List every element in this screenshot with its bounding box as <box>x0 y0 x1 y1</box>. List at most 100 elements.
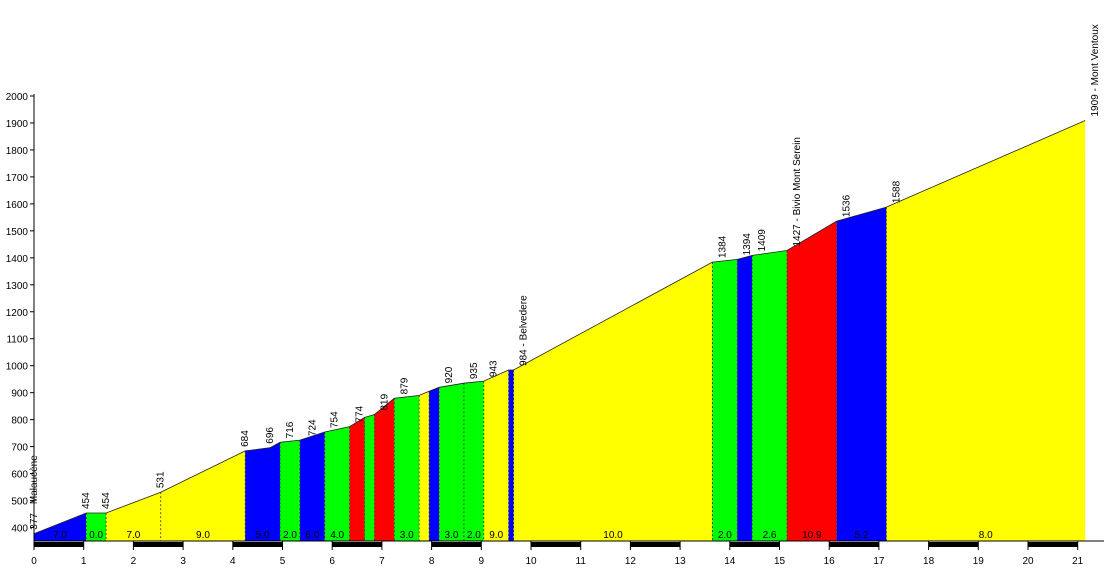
segment-green <box>439 383 464 541</box>
elevation-label: 879 <box>399 377 410 394</box>
y-tick-label: 500 <box>11 497 28 508</box>
segment-red <box>349 417 365 541</box>
segment-dividers <box>33 120 1086 541</box>
profile-line <box>33 120 1086 535</box>
gradient-label: 10.9 <box>802 530 822 541</box>
segment-yellow <box>886 120 1086 541</box>
y-tick-label: 700 <box>11 443 28 454</box>
y-tick-label: 1200 <box>6 308 29 319</box>
segment-green <box>364 414 375 541</box>
elevation-label: 935 <box>469 362 480 379</box>
x-tick-label: 1 <box>81 556 87 567</box>
x-tick-label: 13 <box>675 556 687 567</box>
segment-blue <box>429 387 440 541</box>
elevation-label: 984 - Belvedere <box>519 295 530 366</box>
segment-yellow <box>106 492 161 541</box>
elevation-label: 1427 - Bivio Mont Serein <box>792 137 803 247</box>
x-tick-label: 5 <box>280 556 286 567</box>
gradient-label: 2.0 <box>283 530 297 541</box>
elevation-label: 454 <box>81 492 92 509</box>
elevation-label: 943 <box>489 360 500 377</box>
elevation-label: 1909 - Mont Ventoux <box>1090 24 1101 116</box>
y-tick-label: 900 <box>11 389 28 400</box>
x-tick-label: 4 <box>230 556 236 567</box>
gradient-label: 7.0 <box>126 530 140 541</box>
elevation-label: 819 <box>379 393 390 410</box>
x-tick-label: 12 <box>625 556 637 567</box>
x-tick-label: 3 <box>180 556 186 567</box>
km-strip-block <box>1028 542 1078 547</box>
segment-blue <box>299 432 325 541</box>
gradient-label: 8.0 <box>979 530 993 541</box>
x-tick-label: 6 <box>329 556 335 567</box>
gradient-label: 0.0 <box>89 530 103 541</box>
x-tick-label: 15 <box>774 556 786 567</box>
gradient-segments <box>34 120 1086 541</box>
segment-yellow <box>513 262 713 541</box>
elevation-label: 1394 <box>742 233 753 256</box>
segment-blue <box>508 370 514 541</box>
elevation-label: 774 <box>355 405 366 422</box>
km-strip-block <box>829 542 879 547</box>
y-tick-label: 1800 <box>6 146 29 157</box>
gradient-label: 7.0 <box>53 530 67 541</box>
segment-green <box>712 259 738 541</box>
axes: 4005006007008009001000110012001300140015… <box>6 92 1104 567</box>
elevation-label: 920 <box>444 366 455 383</box>
gradient-label: 2.0 <box>718 530 732 541</box>
segment-yellow <box>483 370 509 541</box>
segment-blue <box>737 255 753 541</box>
gradient-labels: 7.0 0.0 7.0 9.0 5.0 2.0 6.0 4.0 3.0 3.0 2.0 9.0 10.0… <box>53 530 993 541</box>
segment-red <box>374 398 395 541</box>
x-tick-label: 21 <box>1072 556 1084 567</box>
x-tick-label: 2 <box>131 556 137 567</box>
segment-blue <box>245 442 280 541</box>
x-tick-label: 0 <box>31 556 37 567</box>
elevation-label: 377 - Malaucène <box>29 455 40 530</box>
km-strip-block <box>630 542 681 547</box>
elevation-label: 716 <box>285 421 296 438</box>
gradient-label: 3.0 <box>445 530 459 541</box>
segment-yellow <box>419 391 430 541</box>
gradient-label: 3.0 <box>400 530 414 541</box>
y-tick-label: 1400 <box>6 254 29 265</box>
gradient-label: 5.0 <box>256 530 270 541</box>
gradient-label: 6.0 <box>305 530 319 541</box>
elevation-label: 1384 <box>717 235 728 258</box>
elevation-label: 1536 <box>842 194 853 217</box>
elevation-label: 724 <box>307 419 318 436</box>
x-tick-label: 8 <box>429 556 435 567</box>
segment-green <box>463 381 484 541</box>
x-tick-label: 14 <box>724 556 736 567</box>
elevation-labels: 377 - Malaucène 454 454 531 684 696 716 724 754 7… <box>29 24 1101 529</box>
segment-blue <box>836 207 887 541</box>
x-tick-label: 16 <box>824 556 836 567</box>
y-tick-label: 1700 <box>6 173 29 184</box>
gradient-label: 4.0 <box>330 530 344 541</box>
elevation-label: 696 <box>265 427 276 444</box>
y-tick-label: 1300 <box>6 281 29 292</box>
km-strip-block <box>332 542 382 547</box>
gradient-label: 2.0 <box>467 530 481 541</box>
x-tick-label: 20 <box>1022 556 1034 567</box>
y-tick-label: 400 <box>11 524 28 535</box>
y-tick-label: 600 <box>11 470 28 481</box>
elevation-label: 531 <box>156 471 167 488</box>
gradient-label: 5.2 <box>855 530 869 541</box>
km-strip-block <box>928 542 979 547</box>
x-tick-label: 11 <box>576 556 587 567</box>
segment-green <box>394 395 420 541</box>
segment-green <box>86 513 107 541</box>
y-tick-label: 1900 <box>6 119 29 130</box>
segment-yellow <box>160 450 246 541</box>
y-tick-label: 1000 <box>6 362 29 373</box>
km-strip-block <box>34 542 84 547</box>
km-strip-block <box>729 542 780 547</box>
elevation-label: 1588 <box>891 180 902 203</box>
segment-red <box>787 221 837 541</box>
gradient-label: 10.0 <box>603 530 623 541</box>
y-tick-label: 1600 <box>6 200 29 211</box>
elevation-label: 684 <box>240 430 251 447</box>
elevation-label: 454 <box>101 492 112 509</box>
y-tick-label: 2000 <box>6 92 29 103</box>
